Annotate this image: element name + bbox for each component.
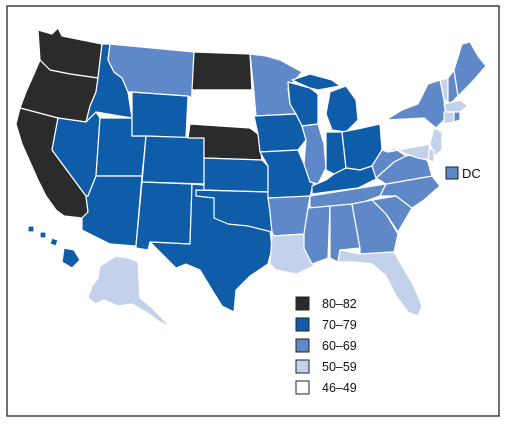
state-alaska — [87, 255, 171, 327]
state-new-mexico — [135, 181, 193, 251]
state-maryland — [387, 143, 431, 161]
legend-swatch-46-49 — [295, 380, 310, 395]
legend-label-70-79: 70–79 — [322, 318, 357, 332]
state-hawaii-oahu — [39, 231, 47, 239]
state-colorado — [141, 135, 205, 185]
legend-item: 60–69 — [295, 338, 357, 353]
state-kansas — [203, 157, 269, 193]
state-north-dakota — [191, 51, 253, 91]
state-hawaii-kauai — [27, 225, 35, 233]
state-new-hampshire — [447, 69, 459, 105]
state-arkansas — [267, 195, 311, 237]
dc-label: DC — [462, 166, 481, 181]
legend-swatch-50-59 — [295, 359, 310, 374]
legend-swatch-60-69 — [295, 338, 310, 353]
state-kentucky — [311, 165, 379, 195]
state-michigan — [325, 85, 359, 133]
legend-swatch-70-79 — [295, 317, 310, 332]
legend-item: 46–49 — [295, 380, 357, 395]
state-rhode-island — [453, 111, 461, 123]
legend-swatch-80-82 — [295, 296, 310, 311]
state-florida — [337, 249, 423, 317]
legend-label-60-69: 60–69 — [322, 339, 357, 353]
state-mississippi — [303, 205, 331, 265]
legend-item: 50–59 — [295, 359, 357, 374]
state-hawaii-maui — [49, 237, 59, 247]
state-massachusetts — [443, 99, 469, 113]
us-states-map — [15, 27, 487, 327]
legend-label-46-49: 46–49 — [322, 381, 357, 395]
state-south-carolina — [371, 195, 413, 233]
state-south-dakota — [189, 89, 255, 129]
legend-item: 80–82 — [295, 296, 357, 311]
map-legend: 80–82 70–79 60–69 50–59 46–49 — [295, 296, 357, 395]
legend-label-80-82: 80–82 — [322, 297, 357, 311]
state-hawaii-main — [61, 247, 81, 269]
dc-marker: DC — [445, 166, 481, 181]
state-michigan-up — [291, 73, 341, 91]
dc-swatch — [445, 166, 459, 180]
legend-item: 70–79 — [295, 317, 357, 332]
state-new-jersey — [429, 127, 443, 157]
state-maine — [453, 41, 487, 97]
legend-label-50-59: 50–59 — [322, 360, 357, 374]
state-connecticut — [443, 111, 455, 125]
state-wyoming — [131, 91, 189, 139]
